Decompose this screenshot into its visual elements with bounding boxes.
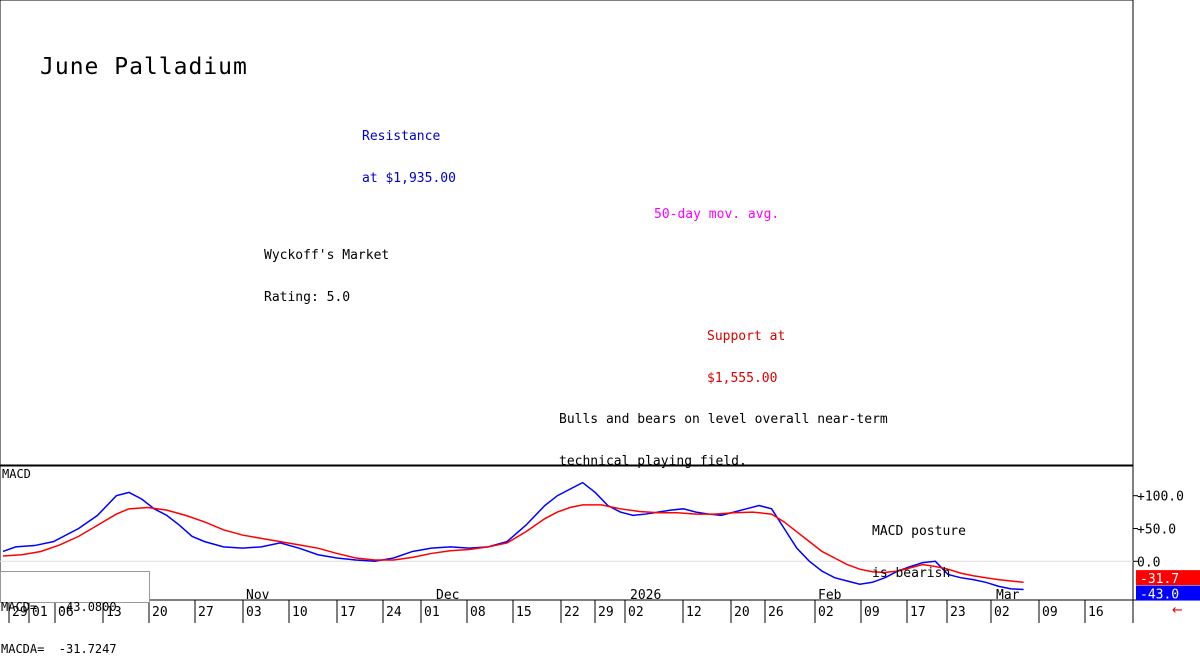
date-tick-label: 17 xyxy=(340,605,356,620)
date-tick-label: 08 xyxy=(470,605,486,620)
date-tick-label: 06 xyxy=(58,605,74,620)
date-tick-label: 10 xyxy=(292,605,308,620)
support-label-line1: Support at xyxy=(707,329,786,344)
date-tick-label: 29 xyxy=(598,605,614,620)
macd-annotation: MACD posture is bearish xyxy=(872,497,966,595)
date-tick-label: 29 xyxy=(12,605,28,620)
date-tick-label: 16 xyxy=(1088,605,1104,620)
macda-tag-text: -31.7 xyxy=(1140,572,1179,587)
macd-annotation-line1: MACD posture xyxy=(872,524,966,539)
rating-annotation-line1: Wyckoff's Market xyxy=(264,248,390,263)
resistance-label-line2: at $1,935.00 xyxy=(362,171,456,186)
month-label: Mar xyxy=(996,588,1020,603)
macd-title: MACD xyxy=(2,467,31,481)
month-label: Nov xyxy=(246,588,270,603)
palladium-chart: 1200.001300.001400.001500.001600.001700.… xyxy=(0,0,1200,623)
date-tick-label: 12 xyxy=(686,605,702,620)
resistance-label: Resistance at $1,935.00 xyxy=(362,102,456,200)
date-tick-label: 03 xyxy=(246,605,262,620)
date-tick-label: 20 xyxy=(734,605,750,620)
macd-annotation-line2: is bearish xyxy=(872,566,951,581)
summary-annotation-line2: technical playing field. xyxy=(559,454,747,469)
date-tick-label: 23 xyxy=(950,605,966,620)
macd-tag-box xyxy=(1136,585,1200,601)
month-label: Feb xyxy=(818,588,842,603)
date-tick-label: 02 xyxy=(818,605,834,620)
macd-readout-value: MACD= -43.0800 xyxy=(1,600,117,614)
rating-annotation: Wyckoff's Market Rating: 5.0 xyxy=(264,221,389,319)
ma-label: 50-day mov. avg. xyxy=(654,207,780,222)
month-label: 2026 xyxy=(630,588,661,603)
date-tick-label: 22 xyxy=(564,605,580,620)
summary-annotation-line1: Bulls and bears on level overall near-te… xyxy=(559,412,888,427)
date-tick-label: 09 xyxy=(1042,605,1058,620)
date-tick-label: 26 xyxy=(768,605,784,620)
date-tick-label: 02 xyxy=(994,605,1010,620)
chart-title: June Palladium xyxy=(40,54,248,80)
macd-tag-text: -43.0 xyxy=(1140,588,1179,603)
date-tick-label: 15 xyxy=(516,605,532,620)
support-label-line2: $1,555.00 xyxy=(707,371,778,386)
month-label: Dec xyxy=(436,588,459,603)
macd-tick-label: +50.0 xyxy=(1137,523,1176,538)
date-tick-label: 02 xyxy=(628,605,644,620)
macd-line xyxy=(2,481,1024,591)
macd-panel xyxy=(2,481,1024,591)
date-tick-label: 13 xyxy=(106,605,122,620)
macda-readout-value: MACDA= -31.7247 xyxy=(1,642,117,656)
resistance-label-line1: Resistance xyxy=(362,129,441,144)
scroll-left-arrow-icon[interactable]: ← xyxy=(1172,603,1183,618)
date-tick-label: 24 xyxy=(386,605,402,620)
summary-annotation: Bulls and bears on level overall near-te… xyxy=(559,385,888,483)
date-tick-label: 27 xyxy=(198,605,214,620)
gridlines xyxy=(0,0,1200,623)
rating-annotation-line2: Rating: 5.0 xyxy=(264,290,351,305)
macd-readout: MACD= -43.0800 MACDA= -31.7247 xyxy=(0,571,150,656)
axes: 1200.001300.001400.001500.001600.001700.… xyxy=(8,490,1184,623)
macd-tick-label: 0.0 xyxy=(1137,555,1160,570)
support-label: Support at $1,555.00 xyxy=(707,302,785,400)
date-tick-label: 01 xyxy=(32,605,48,620)
macda-line xyxy=(2,504,1024,584)
date-tick-label: 20 xyxy=(152,605,168,620)
macda-tag-box xyxy=(1136,570,1200,586)
date-tick-label: 09 xyxy=(864,605,880,620)
date-tick-label: 01 xyxy=(424,605,440,620)
macd-tick-label: +100.0 xyxy=(1137,490,1184,505)
price-tags: 1936.501807.381626.501551.50-31.7-43.0 xyxy=(1136,570,1200,603)
date-tick-label: 17 xyxy=(910,605,926,620)
